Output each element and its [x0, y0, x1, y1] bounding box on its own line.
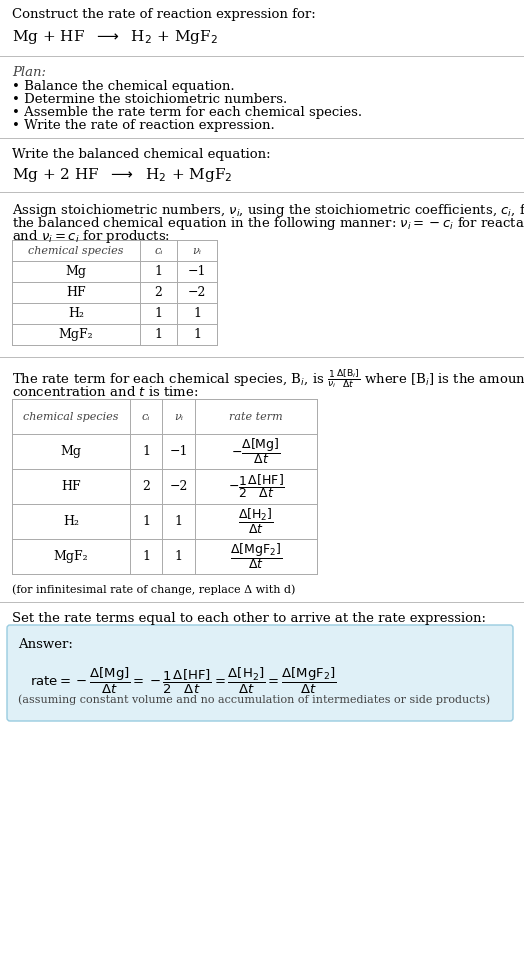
Text: 1: 1	[155, 265, 162, 278]
Text: and $\nu_i = c_i$ for products:: and $\nu_i = c_i$ for products:	[12, 228, 170, 245]
Text: νᵢ: νᵢ	[192, 246, 202, 256]
Text: MgF₂: MgF₂	[53, 550, 89, 563]
Text: chemical species: chemical species	[28, 246, 124, 256]
Text: Write the balanced chemical equation:: Write the balanced chemical equation:	[12, 148, 270, 161]
Text: −2: −2	[169, 480, 188, 493]
Text: chemical species: chemical species	[23, 412, 119, 422]
Text: (assuming constant volume and no accumulation of intermediates or side products): (assuming constant volume and no accumul…	[18, 694, 490, 705]
Text: MgF₂: MgF₂	[59, 328, 93, 341]
FancyBboxPatch shape	[7, 625, 513, 721]
Text: Mg + 2 HF  $\longrightarrow$  H$_2$ + MgF$_2$: Mg + 2 HF $\longrightarrow$ H$_2$ + MgF$…	[12, 166, 233, 184]
Text: 2: 2	[155, 286, 162, 299]
Text: Mg + HF  $\longrightarrow$  H$_2$ + MgF$_2$: Mg + HF $\longrightarrow$ H$_2$ + MgF$_2…	[12, 28, 218, 46]
Text: 1: 1	[174, 515, 182, 528]
Text: concentration and $t$ is time:: concentration and $t$ is time:	[12, 385, 199, 399]
Text: Assign stoichiometric numbers, $\nu_i$, using the stoichiometric coefficients, $: Assign stoichiometric numbers, $\nu_i$, …	[12, 202, 524, 219]
Text: Mg: Mg	[60, 445, 82, 458]
Text: 2: 2	[142, 480, 150, 493]
Text: 1: 1	[142, 445, 150, 458]
Text: Construct the rate of reaction expression for:: Construct the rate of reaction expressio…	[12, 8, 316, 21]
Text: Set the rate terms equal to each other to arrive at the rate expression:: Set the rate terms equal to each other t…	[12, 612, 486, 625]
Text: rate term: rate term	[229, 412, 283, 422]
Text: 1: 1	[174, 550, 182, 563]
Text: cᵢ: cᵢ	[142, 412, 150, 422]
Text: • Balance the chemical equation.: • Balance the chemical equation.	[12, 80, 235, 93]
Text: 1: 1	[193, 307, 201, 320]
Text: • Write the rate of reaction expression.: • Write the rate of reaction expression.	[12, 119, 275, 132]
Text: −2: −2	[188, 286, 206, 299]
Text: Answer:: Answer:	[18, 638, 73, 651]
Text: Mg: Mg	[66, 265, 86, 278]
Text: 1: 1	[193, 328, 201, 341]
Text: −1: −1	[188, 265, 206, 278]
Text: $\dfrac{\Delta[\mathrm{H_2}]}{\Delta t}$: $\dfrac{\Delta[\mathrm{H_2}]}{\Delta t}$	[238, 507, 274, 536]
Text: Plan:: Plan:	[12, 66, 46, 79]
Text: • Assemble the rate term for each chemical species.: • Assemble the rate term for each chemic…	[12, 106, 362, 119]
Text: −1: −1	[169, 445, 188, 458]
Text: H₂: H₂	[68, 307, 84, 320]
Text: The rate term for each chemical species, B$_i$, is $\frac{1}{\nu_i}\frac{\Delta[: The rate term for each chemical species,…	[12, 367, 524, 390]
Text: 1: 1	[155, 328, 162, 341]
Text: cᵢ: cᵢ	[154, 246, 163, 256]
Text: HF: HF	[66, 286, 86, 299]
Text: 1: 1	[155, 307, 162, 320]
Text: νᵢ: νᵢ	[174, 412, 183, 422]
Text: 1: 1	[142, 550, 150, 563]
Text: $\mathrm{rate} = -\dfrac{\Delta[\mathrm{Mg}]}{\Delta t} = -\dfrac{1}{2}\dfrac{\D: $\mathrm{rate} = -\dfrac{\Delta[\mathrm{…	[30, 666, 337, 696]
Text: HF: HF	[61, 480, 81, 493]
Text: H₂: H₂	[63, 515, 79, 528]
Text: $-\dfrac{\Delta[\mathrm{Mg}]}{\Delta t}$: $-\dfrac{\Delta[\mathrm{Mg}]}{\Delta t}$	[231, 436, 281, 467]
Text: $-\dfrac{1}{2}\dfrac{\Delta[\mathrm{HF}]}{\Delta t}$: $-\dfrac{1}{2}\dfrac{\Delta[\mathrm{HF}]…	[227, 472, 285, 501]
Text: the balanced chemical equation in the following manner: $\nu_i = -c_i$ for react: the balanced chemical equation in the fo…	[12, 215, 524, 232]
Text: 1: 1	[142, 515, 150, 528]
Text: • Determine the stoichiometric numbers.: • Determine the stoichiometric numbers.	[12, 93, 287, 106]
Text: $\dfrac{\Delta[\mathrm{MgF_2}]}{\Delta t}$: $\dfrac{\Delta[\mathrm{MgF_2}]}{\Delta t…	[230, 542, 282, 572]
Text: (for infinitesimal rate of change, replace Δ with d): (for infinitesimal rate of change, repla…	[12, 584, 296, 594]
